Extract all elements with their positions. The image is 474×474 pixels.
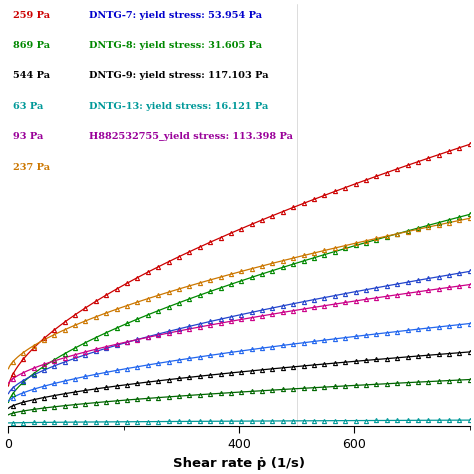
Text: 869 Pa: 869 Pa xyxy=(13,41,50,50)
X-axis label: Shear rate ṗ (1/s): Shear rate ṗ (1/s) xyxy=(173,457,305,470)
Text: 237 Pa: 237 Pa xyxy=(13,163,50,172)
Text: DNTG-7: yield stress: 53.954 Pa: DNTG-7: yield stress: 53.954 Pa xyxy=(89,10,262,19)
Text: 544 Pa: 544 Pa xyxy=(13,71,50,80)
Text: DNTG-9: yield stress: 117.103 Pa: DNTG-9: yield stress: 117.103 Pa xyxy=(89,71,269,80)
Text: H882532755_yield stress: 113.398 Pa: H882532755_yield stress: 113.398 Pa xyxy=(89,132,293,141)
Text: 63 Pa: 63 Pa xyxy=(13,102,43,111)
Text: DNTG-8: yield stress: 31.605 Pa: DNTG-8: yield stress: 31.605 Pa xyxy=(89,41,262,50)
Text: 93 Pa: 93 Pa xyxy=(13,132,43,141)
Text: 259 Pa: 259 Pa xyxy=(13,10,50,19)
Text: DNTG-13: yield stress: 16.121 Pa: DNTG-13: yield stress: 16.121 Pa xyxy=(89,102,268,111)
